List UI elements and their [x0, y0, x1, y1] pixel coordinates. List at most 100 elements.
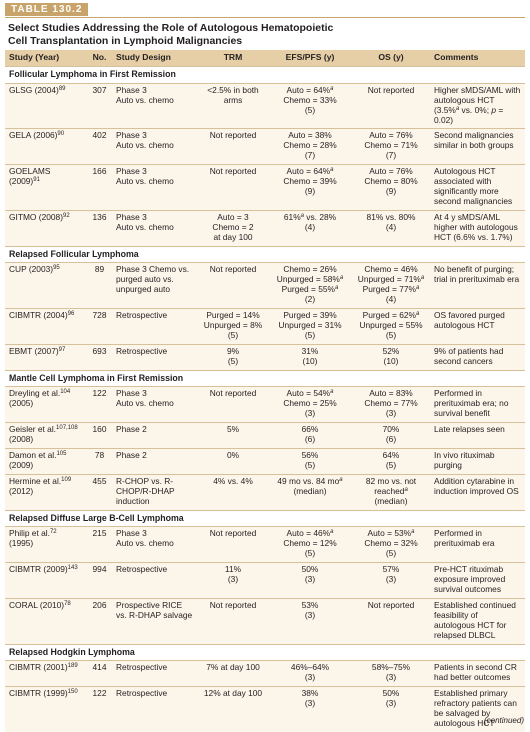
cell: Auto = 3 Chemo = 2 at day 100 — [198, 209, 268, 246]
text: Unpurged = 8% — [203, 319, 263, 330]
text: <2.5% in both arms — [207, 84, 259, 105]
text: Auto = 54% — [286, 388, 331, 399]
cell: <2.5% in both arms — [198, 82, 268, 129]
cell: Retrospective — [112, 343, 198, 371]
text: vs. 0%; — [459, 104, 492, 115]
cell-line: Auto = 83% — [356, 389, 426, 399]
cell-line: 56% — [272, 450, 348, 461]
text: Prospective RICE vs. R-DHAP salvage — [116, 599, 193, 620]
text: (6) — [385, 434, 397, 445]
cell-line: 50% — [356, 688, 426, 699]
text: Auto vs. chemo — [116, 176, 174, 187]
superscript: 96 — [67, 311, 75, 318]
cell-line: Chemo = 25% — [272, 398, 348, 409]
cell-line: OS favored purged autologous HCT — [434, 310, 521, 331]
cell: Phase 3 Auto vs. chemo — [112, 128, 198, 165]
cell: 307 — [87, 82, 112, 129]
cell-line: (3) — [272, 698, 348, 709]
superscript: a — [455, 105, 460, 112]
cell: Retrospective — [112, 308, 198, 345]
section-heading: Relapsed Hodgkin Lymphoma — [5, 643, 525, 661]
text: Unpurged = 58% — [276, 274, 340, 285]
text: Retrospective — [116, 662, 168, 673]
cell: Auto = 46%a Chemo = 12% (5) — [268, 526, 352, 563]
cell: Not reported — [198, 597, 268, 644]
cell-line: (4) — [356, 222, 426, 233]
text: (9) — [385, 185, 397, 196]
section-heading: Follicular Lymphoma in First Remission — [5, 65, 525, 84]
cell-line: Auto = 54%a — [272, 389, 348, 399]
cell-line: Geisler et al.107,108 — [9, 424, 83, 435]
text: 66% — [301, 424, 319, 435]
cell-line: Phase 3 — [116, 166, 194, 177]
column-header: Study Design — [112, 50, 198, 67]
text: In vivo rituximab purging — [434, 450, 495, 470]
text: 11% — [224, 564, 242, 575]
superscript: 109 — [61, 476, 72, 483]
text: Retrospective — [116, 688, 168, 699]
cell-line: 9% of patients had second cancers — [434, 346, 521, 367]
cell-line: (3) — [356, 698, 426, 709]
text: Not reported — [209, 130, 257, 141]
text: Auto vs. chemo — [116, 538, 174, 549]
column-header: Study (Year) — [5, 50, 87, 67]
cell: 31% (10) — [268, 343, 352, 371]
cell-line: Auto vs. chemo — [116, 398, 194, 409]
superscript: a — [339, 275, 344, 282]
text: Chemo = 77% — [364, 398, 418, 409]
column-header: Comments — [430, 50, 525, 67]
cell: Auto = 53%a Chemo = 32% (5) — [352, 526, 430, 563]
text: 215 — [92, 528, 107, 539]
text: (2005) — [9, 398, 34, 409]
text: Phase 3 — [116, 528, 147, 539]
cell-line: (3) — [356, 408, 426, 419]
data-row: CIBMTR (2001)189 414 Retrospective 7% at da… — [5, 660, 525, 687]
text: Unpurged = 55% — [359, 319, 423, 330]
cell: 61%a vs. 28% (4) — [268, 209, 352, 246]
cell-line: (5) — [272, 330, 348, 341]
cell-line: Not reported — [202, 600, 264, 611]
data-row: GOELAMS (2009)91 166 Phase 3 Auto vs. chemo… — [5, 164, 525, 211]
cell-line: 215 — [91, 528, 108, 539]
text: CORAL (2010) — [9, 599, 65, 610]
text: Chemo = 32% — [364, 538, 418, 549]
cell-line: Auto vs. chemo — [116, 140, 194, 151]
data-row: Hermine et al.109 (2012) 455 R-CHOP vs. R-C… — [5, 473, 525, 511]
cell: Not reported — [352, 82, 430, 129]
cell-line: 53% — [272, 600, 348, 611]
text: Auto = 76% — [369, 166, 413, 177]
text: Phase 3 — [116, 388, 147, 399]
cell-line: (4) — [356, 294, 426, 305]
text: vs. 28% — [303, 211, 337, 222]
text: Performed in prerituximab era; no surviv… — [434, 388, 509, 419]
cell-line: In vivo rituximab purging — [434, 450, 521, 471]
cell-line: (5) — [272, 460, 348, 471]
text: 5% — [226, 424, 240, 435]
data-row: CIBMTR (1999)150 122 Retrospective 12% at d… — [5, 686, 525, 732]
cell: Purged = 39% Unpurged = 31% (5) — [268, 308, 352, 345]
text: 693 — [92, 345, 107, 356]
text: Auto = 76% — [369, 130, 413, 141]
cell-line: Auto = 76% — [356, 130, 426, 141]
cell-line: Chemo = 12% — [272, 538, 348, 549]
cell: Patients in second CR had better outcome… — [430, 660, 525, 687]
cell-line: (10) — [272, 356, 348, 367]
text: Auto = 83% — [369, 388, 413, 399]
text: (3) — [385, 698, 397, 709]
cell: Phase 3 Auto vs. chemo — [112, 526, 198, 563]
cell-line: 160 — [91, 424, 108, 435]
text: No benefit of purging; trial in preritux… — [434, 264, 520, 285]
superscript: a — [339, 476, 343, 483]
text: = 0.02) — [434, 104, 504, 125]
cell: 57% (3) — [352, 562, 430, 599]
cell-line: GOELAMS (2009)91 — [9, 166, 83, 187]
cell-line: 0% — [202, 450, 264, 461]
footer-note: (continued) — [483, 716, 524, 725]
cell: CUP (2003)95 — [5, 262, 87, 309]
cell-line: Purged = 77%a — [356, 284, 426, 295]
cell: 9% (5) — [198, 343, 268, 371]
text: Phase 3 — [116, 84, 147, 95]
cell-line: (3) — [272, 672, 348, 683]
cell: 78 — [87, 448, 112, 475]
text: Phase 3 Chemo vs. purged auto vs. unpurg… — [116, 264, 190, 295]
